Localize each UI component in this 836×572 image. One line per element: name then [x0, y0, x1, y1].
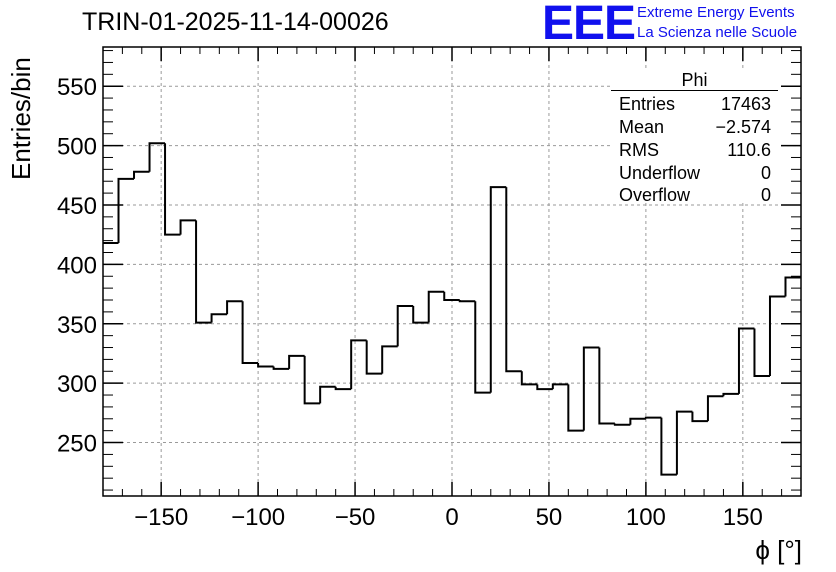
histogram-bin: [164, 143, 181, 236]
axis-tick-labels: −150 −100 −50 0 50 100 150 250 300 350 400 450 500 55…: [57, 74, 763, 531]
x-tick-label: −150: [134, 504, 188, 531]
y-tick-label: 400: [57, 252, 97, 279]
x-tick-label: −50: [335, 504, 376, 531]
y-tick-label: 300: [57, 371, 97, 398]
x-tick-label: 0: [445, 504, 458, 531]
histogram-bin: [148, 142, 166, 172]
axis-ticks: [102, 47, 802, 496]
histogram-bin: [443, 291, 460, 302]
histogram-bin: [613, 423, 631, 426]
histogram-bin: [257, 362, 274, 368]
stats-row-mean: Mean −2.574: [619, 117, 771, 139]
histogram-bin: [179, 219, 197, 235]
histogram-bin: [350, 339, 367, 390]
logo-line-2: La Scienza nelle Scuole: [637, 24, 798, 41]
stats-value: 0: [760, 163, 771, 183]
histogram-bin: [303, 355, 321, 405]
histogram-bin: [706, 395, 724, 422]
histogram-bin: [629, 417, 646, 425]
histogram-series: [103, 142, 801, 476]
y-axis-label: Entries/bin: [6, 57, 36, 180]
stats-separator: [611, 90, 778, 91]
histogram-bin: [319, 385, 336, 404]
y-tick-label: 350: [57, 312, 97, 339]
stats-box: Phi Entries 17463 Mean −2.574 RMS 110.6 …: [611, 68, 778, 205]
histogram-bin: [551, 383, 569, 390]
y-tick-label: 250: [57, 431, 97, 458]
histogram-bin: [567, 384, 584, 432]
histogram-bin: [474, 301, 491, 394]
histogram-bin: [427, 290, 445, 323]
x-tick-label: 50: [536, 504, 563, 531]
histogram-bin: [691, 411, 708, 423]
y-tick-label: 550: [57, 74, 97, 101]
histogram-bin: [582, 346, 600, 431]
stats-label: Underflow: [619, 163, 701, 183]
histogram-bin: [396, 304, 414, 347]
logo-line-1: Extreme Energy Events: [637, 4, 795, 21]
stats-row-underflow: Underflow 0: [619, 163, 771, 185]
stats-label: Entries: [619, 94, 676, 114]
histogram-bin: [241, 301, 259, 364]
stats-row-overflow: Overflow 0: [619, 185, 771, 207]
histogram-bin: [536, 384, 553, 391]
x-tick-label: −100: [231, 504, 285, 531]
histogram-bin: [288, 354, 305, 369]
histogram-bin: [226, 300, 243, 315]
histogram-bin: [133, 170, 150, 179]
stats-label: Overflow: [619, 185, 691, 205]
stats-value: 110.6: [727, 140, 771, 160]
stats-row-rms: RMS 110.6: [619, 140, 771, 162]
histogram-bin: [381, 345, 398, 374]
histogram-bin: [210, 313, 228, 323]
histogram-bin: [598, 347, 615, 425]
histogram-bin: [272, 366, 290, 370]
histogram-bin: [520, 371, 538, 386]
histogram-bin: [365, 340, 383, 375]
histogram-bin: [737, 327, 755, 394]
stats-row-entries: Entries 17463: [619, 94, 771, 116]
histogram-bin: [644, 416, 662, 419]
chart-title: TRIN-01-2025-11-14-00026: [82, 8, 389, 36]
stats-value: 17463: [720, 94, 771, 114]
histogram-bin: [753, 328, 770, 378]
histogram-bin: [195, 220, 212, 324]
x-tick-label: 150: [723, 504, 763, 531]
histogram-bin: [458, 300, 476, 303]
x-axis-label: ϕ [°]: [755, 535, 802, 565]
histogram-bin: [505, 187, 522, 373]
histogram-bin: [768, 295, 786, 377]
histogram-bin: [660, 417, 677, 476]
x-tick-label: 100: [626, 504, 666, 531]
histogram-bin: [675, 410, 693, 475]
histogram-bin: [722, 392, 739, 397]
histogram-bin: [489, 186, 507, 393]
y-tick-label: 500: [57, 134, 97, 161]
stats-label: Mean: [619, 117, 665, 137]
stats-value: −2.574: [715, 117, 771, 137]
histogram-bin: [117, 177, 135, 243]
histogram-bin: [412, 305, 429, 324]
stats-label: RMS: [619, 140, 659, 160]
eee-logo: EEE: [542, 0, 636, 50]
stats-value: 0: [760, 185, 771, 205]
y-tick-label: 450: [57, 193, 97, 220]
stats-name: Phi: [681, 70, 708, 90]
histogram-bin: [784, 276, 801, 297]
histogram-bin: [334, 386, 352, 391]
